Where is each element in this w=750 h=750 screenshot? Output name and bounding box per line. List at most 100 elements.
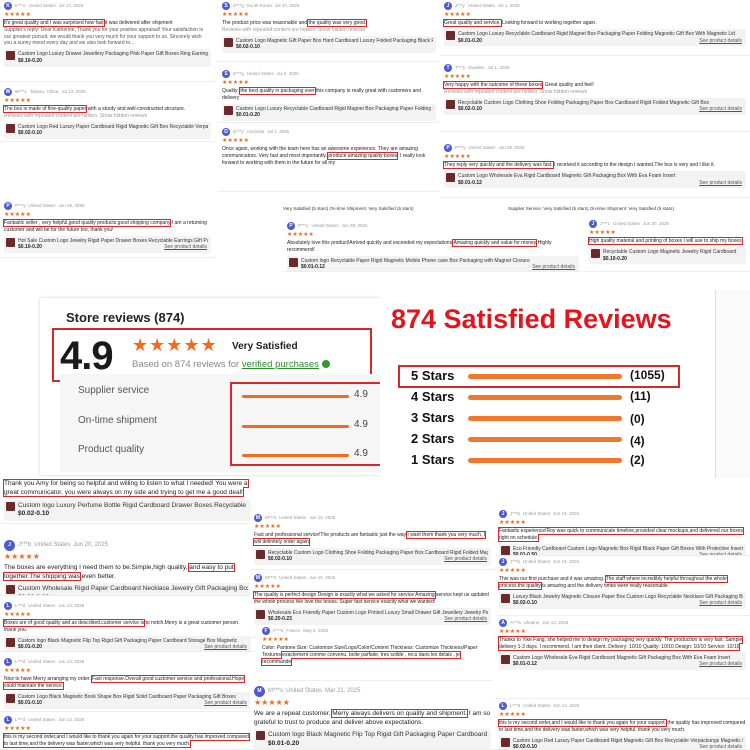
reviewer-name: J***1: [600, 220, 611, 226]
product-price: $0.01-0.12: [301, 264, 325, 271]
review-text-post: with a sturdy and well-constructed struc…: [86, 106, 186, 113]
reviewer-meta: L L***d United States Jun 13, 2025: [4, 658, 251, 666]
avatar: J: [444, 2, 452, 10]
star-row-label: 1 Stars: [411, 452, 455, 467]
product-row[interactable]: Recyclable Custom Logo Clothing Shoe Fol…: [444, 97, 746, 116]
review-text: Color: Pantone Size: Customize Size/Logo…: [261, 645, 489, 666]
hidden-reviews-note[interactable]: Reviews with repeated content are hidden…: [444, 88, 588, 95]
review-date: Jun 18, 2025: [553, 510, 580, 516]
review-text: Quality: the best quality in packaging e…: [222, 87, 436, 102]
product-row[interactable]: Custom Logo Wholesale Eva Rigid Cardboar…: [499, 652, 746, 671]
star-rating-icon: ★★★★★: [499, 520, 526, 526]
see-product-details-link[interactable]: See product details: [699, 600, 742, 607]
review-text-post: . Great quality and feel!: [542, 82, 594, 89]
product-name: Custom Logo Red Luxury Paper Cardboard R…: [18, 123, 208, 130]
review-card: L L***d United States Jun 13, 2025 ★★★★★ Boxe…: [0, 600, 255, 652]
product-row[interactable]: Custom Logo Wholesale Eva Rigid Cardboar…: [444, 170, 746, 189]
review-highlight: I want them thank you very much. I will …: [253, 531, 486, 546]
product-row[interactable]: Custom Logo Red Luxury Paper Cardboard R…: [499, 735, 746, 750]
product-row[interactable]: Custom logo Black Magnetic Flip Top Rigi…: [254, 729, 491, 749]
see-product-details-link[interactable]: See product details: [699, 744, 742, 750]
product-name: Eco Friendly Cardboard Custom Logo Magne…: [513, 545, 743, 552]
review-highlight: High quality material and printing of bo…: [588, 237, 743, 246]
review-card: K K***e United States Jul 13, 2025 ★★★★★ It's…: [0, 0, 215, 82]
product-row[interactable]: Custom Logo Black Magnetic Book Shape Bo…: [4, 691, 251, 710]
review-highlight: Merry always delivers on quality and shi…: [331, 708, 469, 718]
reviewer-country: Taiwan, China: [30, 88, 59, 94]
product-row[interactable]: Custom Logo Magnetic Gift Paper Box Hard…: [222, 35, 436, 54]
product-row[interactable]: Custom logo Luxury Perfume Bottle Rigid …: [4, 499, 251, 522]
star-rating-icon: ★★★★★: [499, 568, 526, 574]
star-rating-icon: ★★★★★: [444, 154, 471, 160]
subrating-bar: [242, 425, 349, 428]
star-rating-icon: ★★★★★: [4, 12, 31, 18]
product-row[interactable]: Custom Logo Luxury Drawer Jewellery Pack…: [4, 49, 211, 67]
review-card: P P***y United States Jun 28, 2025 ★★★★★ Abso…: [283, 220, 583, 272]
review-text-post: it was delivered after shipment: [103, 20, 173, 27]
see-product-details-link[interactable]: See product details: [699, 661, 742, 668]
review-text: It's great quality and I was surprised h…: [3, 19, 211, 28]
product-name: Custom logo Luxury Perfume Bottle Rigid …: [18, 501, 248, 509]
reviewer-country: United States: [286, 688, 323, 695]
see-product-details-link[interactable]: See product details: [164, 244, 207, 251]
product-row[interactable]: Recyclable Custom Logo Magnetic Jewelry …: [589, 246, 746, 265]
reviewer-country: United States: [28, 716, 56, 722]
reviewer-name: L***d: [15, 658, 26, 664]
product-name: Custom logo Recyclable Paper Rigid Magne…: [301, 257, 530, 264]
avatar: P: [287, 222, 295, 230]
product-price: $0.02-0.10: [236, 44, 260, 51]
see-product-details-link[interactable]: See product details: [699, 106, 742, 113]
avatar: P: [4, 202, 12, 210]
reviewer-meta: K K***e United States Jul 13, 2025: [4, 2, 211, 10]
product-row[interactable]: Luxury Black Jewelry Magnetic Closure Pa…: [499, 591, 746, 610]
product-row[interactable]: Wholesale Eco Friendly Paper Custom Logo…: [254, 607, 491, 626]
see-product-details-link[interactable]: See product details: [444, 556, 487, 563]
see-product-details-link[interactable]: See product details: [204, 700, 247, 707]
see-product-details-link[interactable]: See product details: [699, 179, 742, 186]
reviewer-name: P***y: [298, 222, 309, 228]
see-product-details-link[interactable]: See product details: [699, 37, 742, 44]
product-row[interactable]: Recyclable Custom Logo Clothing Shoe Fol…: [254, 547, 491, 566]
review-date: Jun 20, 2025: [73, 542, 109, 549]
reviewer-name: M***s: [268, 688, 284, 695]
subrating-label: Supplier service: [78, 385, 150, 396]
reviewer-country: United States: [279, 514, 307, 520]
see-product-details-link[interactable]: See product details: [444, 616, 487, 623]
review-text-pre: Quality:: [222, 88, 241, 95]
product-row[interactable]: Custom logo Black Magnetic Flip Top Rigi…: [4, 635, 251, 651]
avatar: L: [499, 702, 507, 710]
product-price: $0.01-0.20: [18, 644, 42, 651]
star-row-bar: [468, 458, 622, 463]
hidden-reviews-note[interactable]: Reviews with repeated content are hidden…: [4, 112, 148, 119]
avatar: S: [222, 2, 230, 10]
star-rating-icon: ★★★★★: [4, 726, 31, 732]
store-reviews-panel: Store reviews (874) 4.9 ★★★★★ Very Satis…: [40, 298, 385, 475]
see-product-details-link[interactable]: See product details: [532, 264, 575, 271]
review-text: this is my second order,and I would like…: [497, 719, 746, 734]
review-text-pre: Color: Pantone Size: Customize Size/Logo…: [262, 645, 478, 658]
product-row[interactable]: Custom Logo Luxury Recyclable Cardboard …: [222, 103, 436, 122]
reviewer-country: United States: [28, 202, 56, 208]
overall-rating: 4.9: [60, 334, 114, 378]
rating-strip: Very Satisfied (5 stars) On-time Shipmen…: [283, 206, 414, 211]
product-row[interactable]: Custom Logo Red Luxury Paper Cardboard R…: [4, 121, 211, 140]
product-row[interactable]: Custom Logo Luxury Recyclable Cardboard …: [444, 28, 746, 47]
review-card: T T***y Sweden Jul 1, 2025 ★★★★★ Very happy w…: [440, 62, 750, 132]
product-row[interactable]: Hot Sale Custom Logo Jewelry Rigid Paper…: [4, 235, 211, 254]
see-product-details-link[interactable]: See product details: [204, 644, 247, 651]
product-row[interactable]: Custom Wholesale Rigid Paper Cardboard N…: [4, 583, 251, 595]
product-row[interactable]: Eco Friendly Cardboard Custom Logo Magne…: [499, 543, 746, 556]
reviewer-country: United States: [468, 144, 496, 150]
verified-purchases-link[interactable]: verified purchases: [241, 359, 319, 370]
reviewer-country: United States: [613, 220, 641, 226]
star-rating-icon: ★★★★★: [222, 80, 249, 86]
product-name: Recyclable Custom Logo Clothing Shoe Fol…: [458, 99, 709, 106]
reviewer-name: W***L: [15, 88, 28, 94]
reviewer-country: United States: [28, 658, 56, 664]
hidden-reviews-note[interactable]: Reviews with repeated content are hidden…: [222, 26, 366, 33]
product-row[interactable]: Custom logo Recyclable Paper Rigid Magne…: [287, 255, 579, 271]
see-product-details-link[interactable]: See product details: [699, 552, 742, 556]
review-card: J J***b United States Jun 20, 2025 ★★★★★ The …: [0, 538, 255, 596]
review-highlight: Thanks to Yike Fang, she helped me to de…: [497, 636, 744, 651]
star-row-label: 4 Stars: [411, 389, 455, 404]
